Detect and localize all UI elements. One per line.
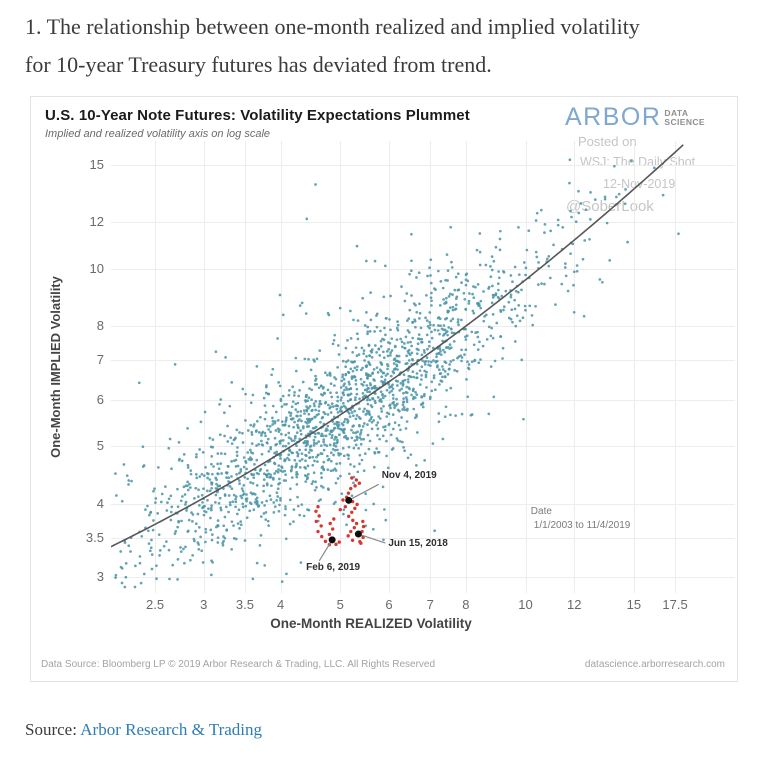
y-tick-label-3.5: 3.5 [85, 529, 104, 545]
x-tick-label-15: 15 [626, 597, 642, 612]
x-tick-label-3.5: 3.5 [235, 597, 254, 612]
x-tick-label-10: 10 [518, 597, 533, 612]
chart-title: U.S. 10-Year Note Futures: Volatility Ex… [45, 107, 470, 124]
logo-subtext: DATA SCIENCE [664, 109, 705, 127]
x-tick-label-4: 4 [277, 597, 285, 612]
chart-footer: Data Source: Bloomberg LP © 2019 Arbor R… [41, 659, 725, 670]
logo-wordmark: ARBOR [565, 103, 662, 131]
x-tick-label-8: 8 [462, 597, 470, 612]
source-link[interactable]: Arbor Research & Trading [80, 720, 263, 739]
x-tick-label-5: 5 [336, 597, 344, 612]
footer-data-source: Data Source: Bloomberg LP © 2019 Arbor R… [41, 659, 436, 670]
x-tick-label-6: 6 [385, 597, 393, 612]
y-tick-label-15: 15 [89, 157, 104, 173]
plot-area [111, 141, 735, 593]
y-tick-label-4: 4 [96, 495, 104, 511]
x-axis-title: One-Month REALIZED Volatility [270, 616, 472, 631]
scatter-plot-canvas [111, 141, 735, 593]
x-tick-label-2.5: 2.5 [146, 597, 165, 612]
logo-subtext-line2: SCIENCE [664, 117, 705, 127]
logo-subtext-line1: DATA [664, 108, 689, 118]
y-tick-label-7: 7 [96, 352, 104, 368]
chart-card: U.S. 10-Year Note Futures: Volatility Ex… [30, 96, 738, 682]
arbor-data-science-logo: ARBOR DATA SCIENCE [565, 105, 705, 130]
page-heading: 1. The relationship between one-month re… [25, 14, 640, 77]
footer-website: datascience.arborresearch.com [584, 659, 725, 670]
y-tick-label-3: 3 [96, 569, 104, 585]
x-tick-label-17.5: 17.5 [662, 597, 688, 612]
x-tick-label-7: 7 [426, 597, 434, 612]
y-tick-label-8: 8 [96, 318, 104, 334]
y-tick-label-10: 10 [89, 260, 104, 276]
y-tick-label-12: 12 [89, 214, 104, 230]
y-tick-label-5: 5 [96, 438, 104, 454]
y-tick-label-6: 6 [96, 391, 104, 407]
source-line: Source: Arbor Research & Trading [25, 720, 262, 740]
x-tick-label-12: 12 [567, 597, 582, 612]
x-tick-label-3: 3 [200, 597, 208, 612]
source-label: Source: [25, 720, 81, 739]
chart-subtitle: Implied and realized volatility axis on … [45, 128, 271, 140]
